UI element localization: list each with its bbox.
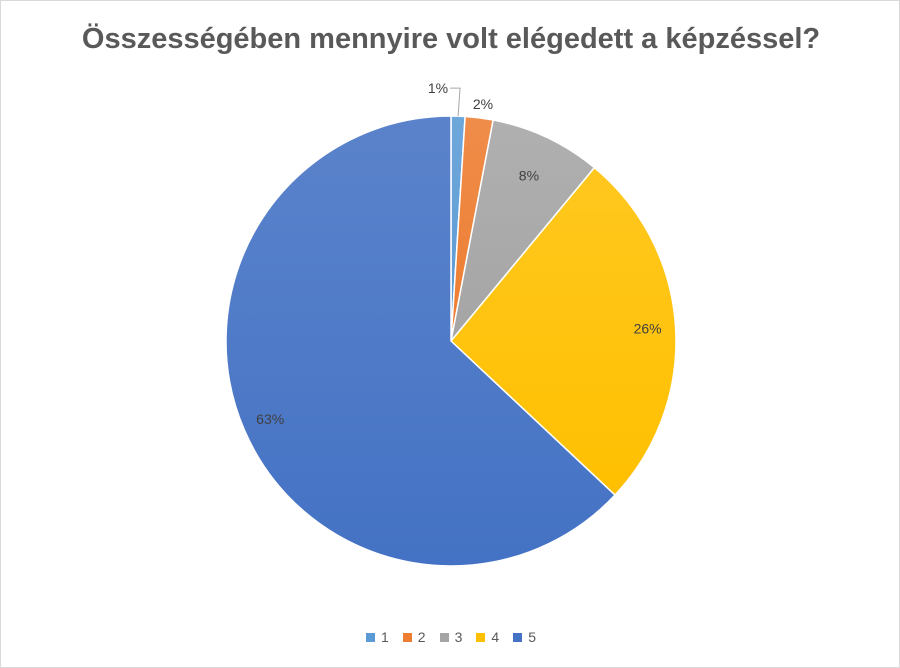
legend-swatch-1 [366, 632, 375, 642]
leader-line-1 [450, 87, 461, 117]
legend-label-3: 3 [454, 629, 463, 645]
data-label-4: 26% [634, 321, 662, 337]
legend: 1 2 3 4 5 [1, 629, 900, 645]
data-label-2: 2% [473, 96, 493, 112]
legend-label-5: 5 [528, 629, 536, 645]
legend-item-3: 3 [439, 629, 463, 645]
legend-swatch-3 [439, 632, 449, 642]
data-label-3: 8% [519, 167, 539, 183]
data-label-1: 1% [428, 80, 448, 96]
pie-chart: 1% 2% 8% 26% 63% [225, 80, 677, 567]
pie-slice-5 [225, 115, 617, 567]
legend-swatch-5 [513, 632, 523, 642]
data-label-5: 63% [256, 411, 284, 427]
pie-slice-4 [449, 166, 677, 497]
legend-label-1: 1 [381, 629, 389, 645]
legend-item-4: 4 [476, 629, 499, 645]
pie-slice-3 [450, 119, 596, 342]
legend-swatch-2 [402, 632, 412, 642]
legend-swatch-4 [476, 632, 486, 642]
legend-item-1: 1 [366, 629, 389, 645]
legend-item-5: 5 [513, 629, 536, 645]
legend-label-4: 4 [491, 629, 500, 645]
chart-title: Összességében mennyire volt elégedett a … [81, 23, 821, 55]
legend-label-2: 2 [417, 629, 426, 645]
legend-item-2: 2 [402, 629, 426, 645]
